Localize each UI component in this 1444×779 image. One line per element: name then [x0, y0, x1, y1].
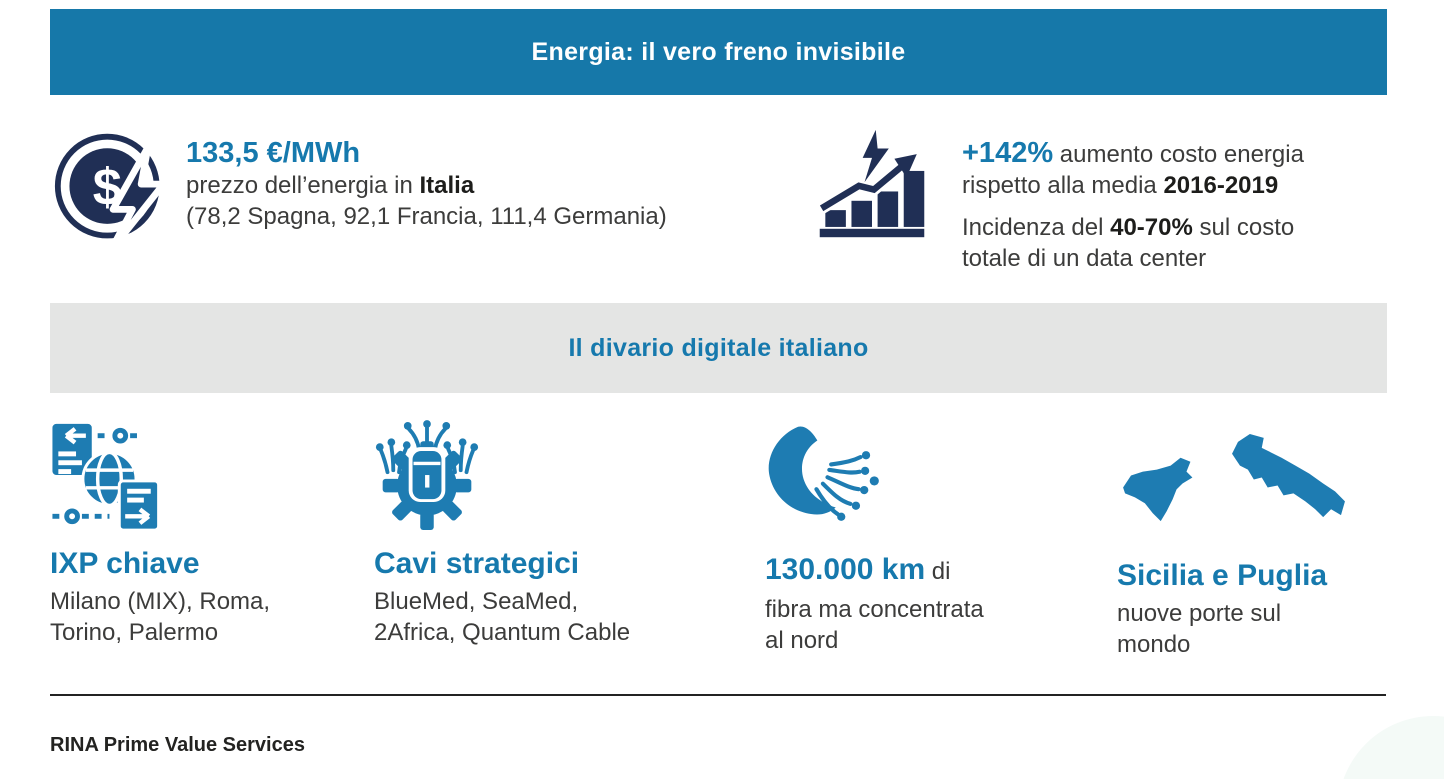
section-banner: Il divario digitale italiano	[50, 303, 1387, 393]
energy-price-line1-bold: Italia	[419, 172, 475, 199]
column-cables: Cavi strategici BlueMed, SeaMed, 2Africa…	[374, 418, 724, 648]
column-description: fibra ma concentrata al nord	[765, 594, 1095, 656]
column-title: Sicilia e Puglia	[1117, 559, 1328, 592]
header-banner: Energia: il vero freno invisibile	[50, 9, 1387, 95]
energy-increase-line1-text: aumento costo energia	[1053, 141, 1304, 168]
energy-increase-stat: +142% aumento costo energia rispetto all…	[962, 136, 1304, 274]
fiber-optic-cable-icon	[765, 418, 1095, 540]
description-line: nuove porte sul	[1117, 600, 1282, 627]
energy-increase-line2: rispetto alla media 2016-2019	[962, 170, 1304, 201]
energy-incidence-line2: totale di un data center	[962, 245, 1207, 272]
column-title: 130.000 km di	[765, 553, 1095, 589]
column-title-value: 130.000 km	[765, 553, 926, 586]
description-line: mondo	[1117, 631, 1191, 658]
column-title: Cavi strategici	[374, 547, 580, 580]
page-title: Energia: il vero freno invisibile	[531, 37, 906, 66]
energy-increase-line2-bold: 2016-2019	[1163, 172, 1279, 199]
column-description: nuove porte sul mondo	[1117, 598, 1437, 660]
column-ixp: IXP chiave Milano (MIX), Roma, Torino, P…	[50, 418, 360, 648]
energy-price-line1-text: prezzo dell’energia in	[186, 172, 420, 199]
column-title: IXP chiave	[50, 547, 200, 580]
spacer	[962, 201, 1304, 212]
energy-price-stat: 133,5 €/MWh prezzo dell’energia in Itali…	[186, 136, 667, 232]
description-line: 2Africa, Quantum Cable	[374, 619, 631, 646]
footer-divider	[50, 694, 1386, 696]
section-title: Il divario digitale italiano	[568, 333, 869, 362]
energy-incidence-line1: Incidenza del 40-70% sul costo	[962, 212, 1304, 243]
energy-price-line1: prezzo dell’energia in Italia	[186, 170, 667, 201]
brand-name: RINA Prime Value Services	[50, 734, 305, 756]
bar-chart-lightning-icon	[816, 127, 928, 241]
energy-increase-value: +142%	[962, 137, 1054, 169]
column-description: Milano (MIX), Roma, Torino, Palermo	[50, 586, 360, 648]
energy-price-line2: (78,2 Spagna, 92,1 Francia, 111,4 German…	[186, 203, 667, 230]
column-title-suffix: di	[925, 558, 951, 585]
energy-increase-line1: +142% aumento costo energia	[962, 136, 1304, 170]
energy-incidence-bold: 40-70%	[1110, 214, 1193, 241]
energy-increase-line2-text: rispetto alla media	[962, 172, 1164, 199]
column-fiber: 130.000 km di fibra ma concentrata al no…	[765, 418, 1095, 656]
description-line: fibra ma concentrata	[765, 596, 984, 623]
sicily-puglia-map-icon	[1117, 418, 1437, 546]
energy-price-value: 133,5 €/MWh	[186, 137, 361, 169]
description-line: BlueMed, SeaMed,	[374, 588, 579, 615]
energy-incidence-suffix: sul costo	[1192, 214, 1295, 241]
description-line: Torino, Palermo	[50, 619, 219, 646]
ixp-data-exchange-icon	[50, 418, 360, 534]
corner-watermark	[1338, 716, 1444, 779]
description-line: Milano (MIX), Roma,	[50, 588, 271, 615]
column-description: BlueMed, SeaMed, 2Africa, Quantum Cable	[374, 586, 724, 648]
dollar-lightning-icon: $	[52, 126, 178, 252]
subsea-cable-gear-icon	[374, 418, 724, 534]
column-sicilia-puglia: Sicilia e Puglia nuove porte sul mondo	[1117, 418, 1437, 660]
description-line: al nord	[765, 627, 839, 654]
energy-incidence-prefix: Incidenza del	[962, 214, 1111, 241]
